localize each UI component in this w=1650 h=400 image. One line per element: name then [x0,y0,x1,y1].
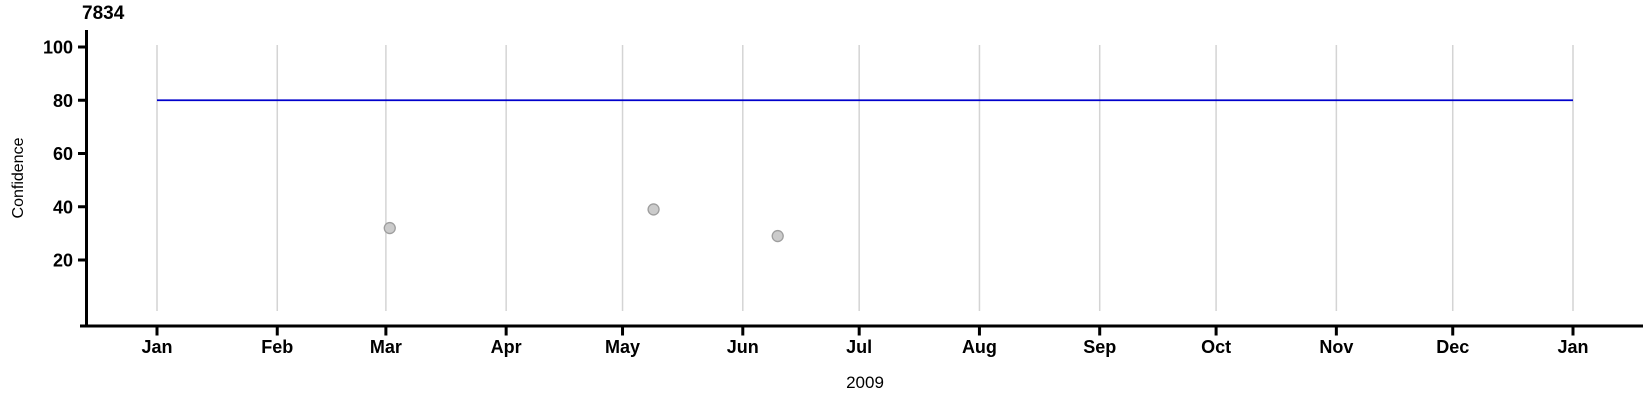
x-tick-label: May [605,337,640,357]
x-tick-label: Nov [1319,337,1353,357]
x-tick-label: Jan [1557,337,1588,357]
x-tick-label: Sep [1083,337,1116,357]
y-tick-label: 100 [43,38,73,58]
data-point [771,229,784,243]
y-tick-label: 40 [53,197,73,217]
x-tick-label: Feb [261,337,293,357]
y-axis-title: Confidence [10,137,27,219]
y-tick-label: 60 [53,144,73,164]
x-tick-label: Mar [370,337,402,357]
x-tick-label: Aug [962,337,997,357]
x-tick-label: Jun [727,337,759,357]
x-tick-label: Oct [1201,337,1231,357]
chart-title: 7834 [82,3,125,24]
x-tick-label: Apr [491,337,522,357]
data-point [647,203,660,216]
x-tick-label: Jul [846,337,872,357]
y-tick-label: 20 [53,251,73,271]
x-tick-label: Dec [1436,337,1469,357]
y-tick-label: 80 [53,91,73,111]
x-tick-label: Jan [141,337,172,357]
x-axis-title: 2009 [846,373,884,392]
data-point [383,221,396,235]
